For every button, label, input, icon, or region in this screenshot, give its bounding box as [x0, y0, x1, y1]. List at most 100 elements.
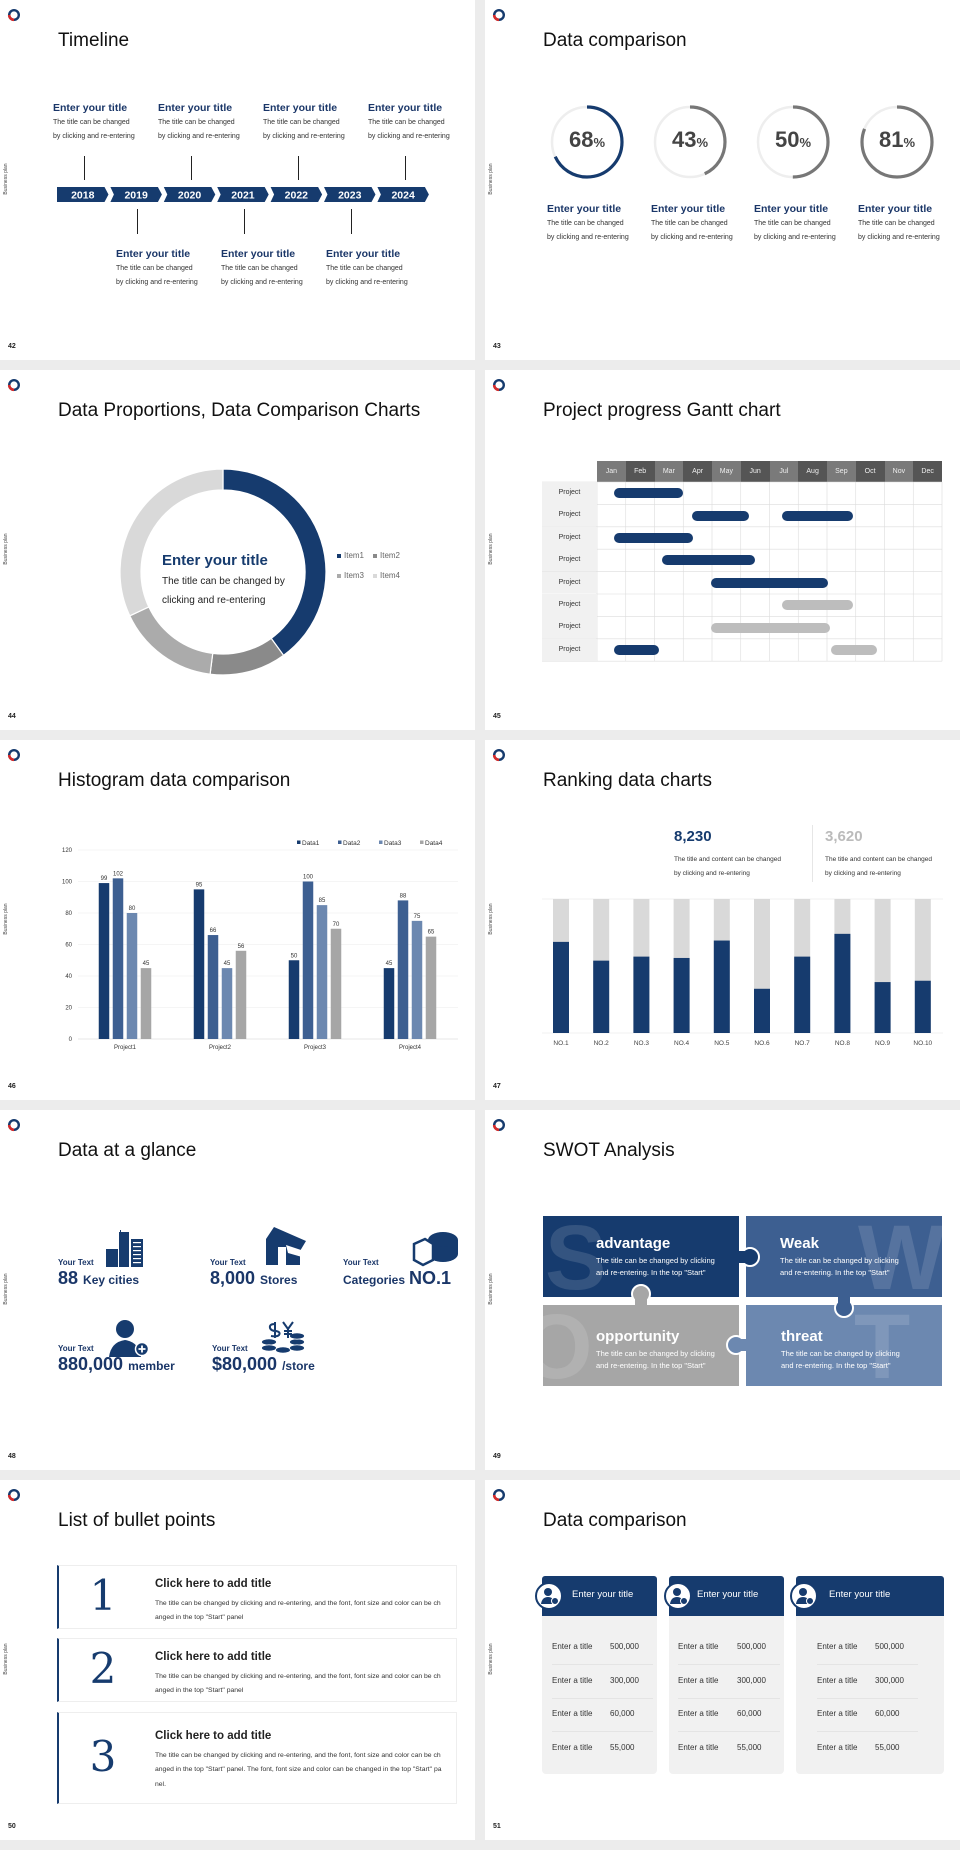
- text-block: Enter your title The title can be changed…: [53, 100, 135, 144]
- item-title: Enter your title: [221, 248, 296, 260]
- slide-title: SWOT Analysis: [543, 1140, 675, 1161]
- item-desc-line: The title can be changed: [368, 119, 445, 126]
- item-title: Enter your title: [651, 203, 726, 215]
- row-label: Enter a title: [552, 1743, 593, 1752]
- page-number: 43: [493, 343, 501, 350]
- list-item[interactable]: 1 Click here to add title The title can be…: [57, 1565, 457, 1629]
- logo-accent: [492, 384, 500, 392]
- gantt-bar[interactable]: [614, 645, 659, 655]
- bar-data2: [207, 935, 219, 1039]
- bar-data4: [330, 928, 342, 1039]
- slide-47[interactable]: Business plan Ranking data charts 47 8,230 T…: [485, 740, 960, 1100]
- row-value: 60,000: [737, 1709, 762, 1718]
- card-header: [796, 1576, 944, 1616]
- logo-accent: [492, 14, 500, 22]
- value-number: NO.1: [409, 1268, 452, 1288]
- legend-label: Item2: [380, 551, 401, 560]
- item-title: Enter your title: [858, 203, 933, 215]
- data-label: 102: [113, 871, 124, 877]
- ranking-chart: NO.1 NO.2 NO.3 NO.4 NO.5 NO.6 NO.7 NO.8 NO.9 NO.1…: [542, 898, 943, 1047]
- category-pie-icon: [412, 1232, 458, 1267]
- card-body: [542, 1616, 657, 1774]
- text-block: Enter your title The title can be changed…: [116, 246, 198, 290]
- plus-sign: [138, 1345, 146, 1353]
- legend-swatch: [373, 573, 377, 578]
- connector-line: [351, 209, 352, 234]
- slide-42[interactable]: Business plan Timeline 42 Enter your title T…: [0, 0, 475, 360]
- card-title: Enter your title: [829, 1589, 891, 1600]
- item-label: Your Text: [210, 1258, 246, 1267]
- swot-quadrant-t: T: [746, 1305, 942, 1386]
- percent-unit: %: [903, 135, 916, 150]
- ring-progress: [756, 105, 830, 179]
- y-tick-label: 0: [69, 1037, 73, 1043]
- bar-data4: [425, 936, 437, 1039]
- puzzle-neck: [735, 1251, 747, 1263]
- gantt-bar[interactable]: [710, 577, 829, 588]
- bar-data1: [98, 883, 110, 1039]
- row-value: 300,000: [737, 1676, 766, 1685]
- gantt-bar[interactable]: [614, 533, 694, 543]
- data-label: 50: [291, 953, 298, 959]
- item-title: Enter your title: [263, 102, 338, 114]
- item-desc-line: by clicking and re-entering: [326, 279, 408, 286]
- gantt-bar[interactable]: [710, 622, 830, 633]
- legend-swatch: [297, 840, 301, 844]
- swot-title: advantage: [596, 1235, 671, 1252]
- item-desc-line: by clicking and re-entering: [53, 133, 135, 140]
- gantt-bar[interactable]: [782, 510, 853, 521]
- slide-45[interactable]: Business plan Project progress Gantt char…: [485, 370, 960, 730]
- cube: [412, 1237, 435, 1267]
- data-label: 88: [400, 893, 407, 899]
- donut-slice-item3: [129, 606, 214, 675]
- category-label: NO.5: [714, 1040, 730, 1047]
- gantt-bar[interactable]: [661, 555, 756, 566]
- row-divider: [552, 1664, 653, 1665]
- logo-icon: [492, 1118, 506, 1132]
- list-desc: The title can be changed by clicking and…: [155, 1600, 441, 1622]
- side-label: Business plan: [488, 1273, 494, 1305]
- legend-label: Data1: [302, 840, 320, 847]
- gantt-bar[interactable]: [782, 600, 853, 611]
- icon-glyph: [670, 1588, 688, 1605]
- data-label: 45: [224, 961, 231, 967]
- slide-48[interactable]: Business plan Data at a glance 48 Your Text…: [0, 1110, 475, 1470]
- building: [119, 1232, 129, 1267]
- year-label: 2020: [178, 190, 202, 202]
- logo-accent: [492, 1124, 500, 1132]
- item-value: 88 Key cities: [58, 1268, 139, 1289]
- row-label: Enter a title: [817, 1709, 858, 1718]
- percent-unit: %: [696, 135, 709, 150]
- legend-swatch: [337, 553, 341, 558]
- list-item[interactable]: 2 Click here to add title The title can be…: [57, 1638, 457, 1702]
- text-block: Enter your title The title can be changed…: [368, 100, 450, 144]
- puzzle-neck: [739, 1339, 751, 1351]
- slide-51[interactable]: Business plan Data comparison 51 Enter your…: [485, 1480, 960, 1840]
- window: [133, 1246, 141, 1248]
- percent-value: 68%: [547, 127, 627, 153]
- gantt-bar[interactable]: [614, 488, 684, 499]
- percent-number: 43: [671, 127, 697, 152]
- slide-43[interactable]: Business plan Data comparison 43 68% Enter y…: [485, 0, 960, 360]
- percent-number: 50: [774, 127, 800, 152]
- item-desc-line: The title can be changed: [158, 119, 235, 126]
- list-item[interactable]: 3 Click here to add title The title can be…: [57, 1712, 457, 1804]
- slide-50[interactable]: Business plan List of bullet points 50 1 Cli…: [0, 1480, 475, 1840]
- gantt-bar[interactable]: [831, 645, 878, 655]
- value-prefix: Categories: [343, 1273, 406, 1287]
- swot-desc: The title can be changed by clicking: [596, 1349, 715, 1358]
- slide-46[interactable]: Business plan Histogram data comparison 46…: [0, 740, 475, 1100]
- item-desc-line: The title can be changed: [221, 265, 298, 272]
- coin: [289, 1344, 305, 1352]
- gantt-bar[interactable]: [691, 510, 750, 521]
- bar-data2: [302, 881, 314, 1039]
- month-header: May: [712, 461, 741, 482]
- year-label: 2021: [231, 190, 255, 202]
- slide-44[interactable]: Business plan Data Proportions, Data Comp…: [0, 370, 475, 730]
- y-tick-label: 100: [62, 880, 73, 886]
- timeline-segment: [324, 187, 376, 202]
- item-value: $80,000/store: [212, 1354, 315, 1375]
- logo-accent: [492, 1494, 500, 1502]
- row-label: Enter a title: [678, 1676, 719, 1685]
